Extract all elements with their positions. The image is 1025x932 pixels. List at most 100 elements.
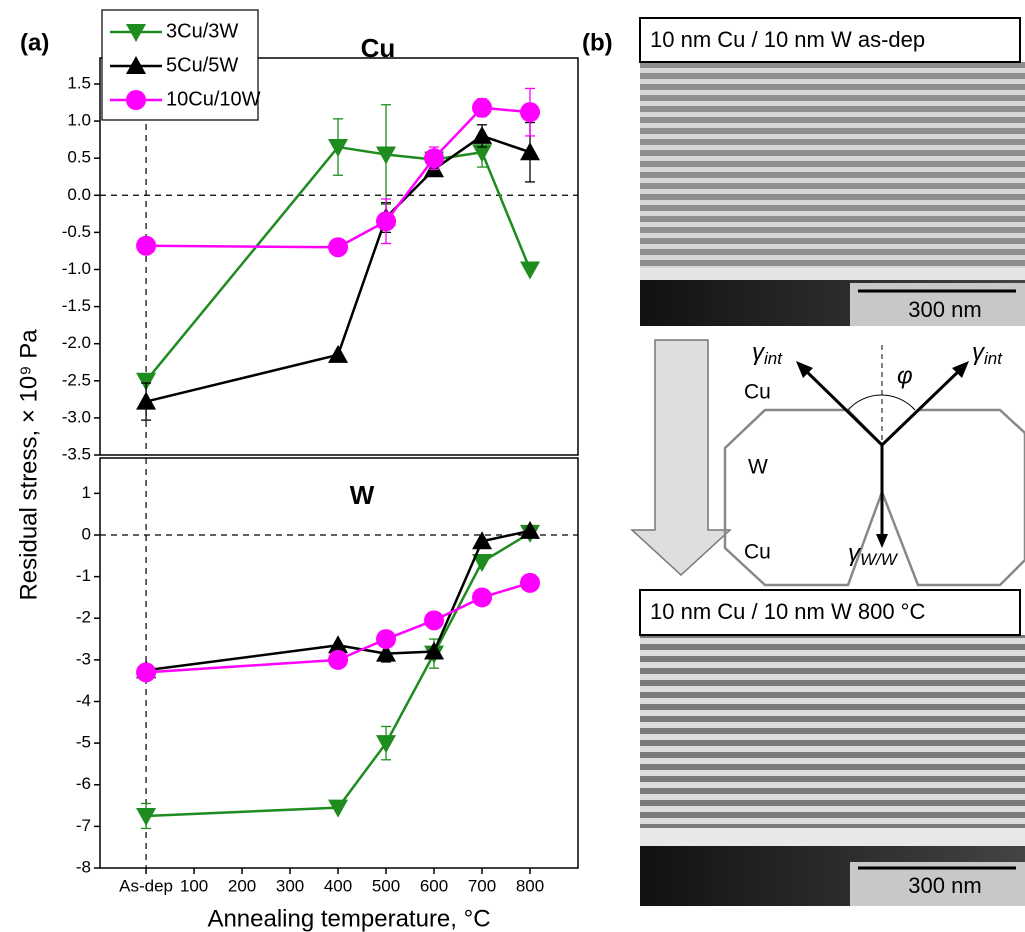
data-point — [424, 610, 445, 631]
plot-frame — [99, 57, 579, 456]
chart-title: W — [350, 480, 375, 510]
data-point — [376, 211, 397, 232]
data-point — [328, 139, 349, 158]
series-line — [145, 529, 531, 672]
y-tick-label: -3 — [76, 649, 91, 668]
y-tick-label: -7 — [76, 816, 91, 835]
y-tick-label: 0.0 — [67, 185, 91, 204]
micrograph: 10 nm Cu / 10 nm W as-dep 300 nm — [639, 17, 1025, 326]
y-tick-label: -0.5 — [62, 222, 91, 241]
x-tick-label: 200 — [228, 876, 256, 895]
data-point — [136, 235, 157, 256]
legend-marker — [126, 56, 146, 74]
data-point — [424, 148, 445, 169]
series-line — [145, 145, 532, 382]
phi-label: φ — [897, 362, 913, 389]
data-point — [472, 587, 493, 608]
data-point — [472, 554, 493, 573]
grain-label: Cu — [744, 541, 771, 564]
data-point — [376, 629, 397, 650]
data-point — [472, 144, 493, 163]
plot-frame — [99, 457, 579, 869]
data-point — [520, 520, 541, 539]
image-band — [640, 268, 1025, 280]
data-point — [376, 735, 397, 754]
legend-marker — [126, 90, 146, 110]
y-tick-label: -1.5 — [62, 296, 91, 315]
image-band — [640, 828, 1025, 846]
series-line — [145, 134, 531, 403]
data-point — [328, 649, 349, 670]
y-tick-label: -2.5 — [62, 370, 91, 389]
grain — [880, 408, 1025, 587]
legend-label: 5Cu/5W — [166, 54, 238, 76]
data-point — [328, 635, 349, 654]
arrowhead — [796, 361, 813, 378]
data-point — [472, 531, 493, 550]
y-tick-label: 1 — [82, 483, 91, 502]
y-tick-label: -1.0 — [62, 259, 91, 278]
x-tick-label: 400 — [324, 876, 352, 895]
data-point — [424, 641, 445, 660]
chart-title: Cu — [361, 33, 396, 63]
y-tick-label: -5 — [76, 733, 91, 752]
y-axis-label: Residual stress, × 10⁹ Pa — [15, 329, 42, 601]
grain-label: Cu — [744, 381, 771, 404]
image-layers — [640, 635, 1025, 830]
data-point — [328, 799, 349, 818]
x-tick-label: 100 — [180, 876, 208, 895]
legend-label: 10Cu/10W — [166, 88, 261, 110]
vectors — [801, 366, 964, 537]
x-tick-label: 800 — [516, 876, 544, 895]
y-tick-label: 0 — [82, 524, 91, 543]
scale-label: 300 nm — [908, 873, 981, 898]
y-tick-label: -8 — [76, 857, 91, 876]
arrow — [630, 339, 732, 577]
data-point — [376, 643, 397, 662]
x-axis-label: Annealing temperature, °C — [207, 905, 490, 932]
data-point — [328, 237, 349, 258]
data-point — [520, 261, 541, 280]
data-point — [136, 662, 157, 683]
data-point — [376, 146, 397, 165]
data-point — [136, 372, 157, 391]
grain-label: W — [748, 456, 768, 479]
y-tick-label: -3.5 — [62, 444, 91, 463]
arrowhead — [952, 361, 969, 378]
legend-marker — [126, 24, 146, 42]
y-tick-label: 1.5 — [67, 73, 91, 92]
caption: 10 nm Cu / 10 nm W 800 °C — [650, 599, 925, 624]
data-point — [472, 125, 493, 144]
image-layers — [640, 62, 1025, 272]
micrograph: 10 nm Cu / 10 nm W 800 °C 300 nm — [639, 589, 1025, 906]
x-tick-label: 700 — [468, 876, 496, 895]
y-tick-label: -2.0 — [62, 333, 91, 352]
x-tick-label: 300 — [276, 876, 304, 895]
y-tick-label: 0.5 — [67, 148, 91, 167]
angle-arc — [847, 394, 916, 411]
y-tick-label: -6 — [76, 774, 91, 793]
x-tick-label: As-dep — [119, 876, 173, 895]
data-point — [472, 97, 493, 118]
y-tick-label: -1 — [76, 566, 91, 585]
panel-label: (a) — [20, 29, 49, 56]
y-tick-label: -2 — [76, 608, 91, 627]
x-tick-label: 500 — [372, 876, 400, 895]
series-line — [146, 531, 531, 818]
caption-box — [639, 17, 1021, 63]
data-point — [520, 142, 541, 161]
gamma-label: γint — [752, 339, 783, 368]
schematic: γint γint γW/W φ Cu W Cu — [630, 339, 1025, 587]
caption: 10 nm Cu / 10 nm W as-dep — [650, 27, 925, 52]
data-point — [328, 344, 349, 363]
data-point — [136, 807, 157, 826]
scale-label: 300 nm — [908, 297, 981, 322]
x-tick-label: 600 — [420, 876, 448, 895]
data-point — [520, 572, 541, 593]
data-point — [520, 102, 541, 123]
caption-box — [639, 589, 1021, 636]
legend-label: 3Cu/3W — [166, 20, 238, 42]
y-tick-label: -4 — [76, 691, 91, 710]
gamma-label: γW/W — [848, 540, 899, 569]
